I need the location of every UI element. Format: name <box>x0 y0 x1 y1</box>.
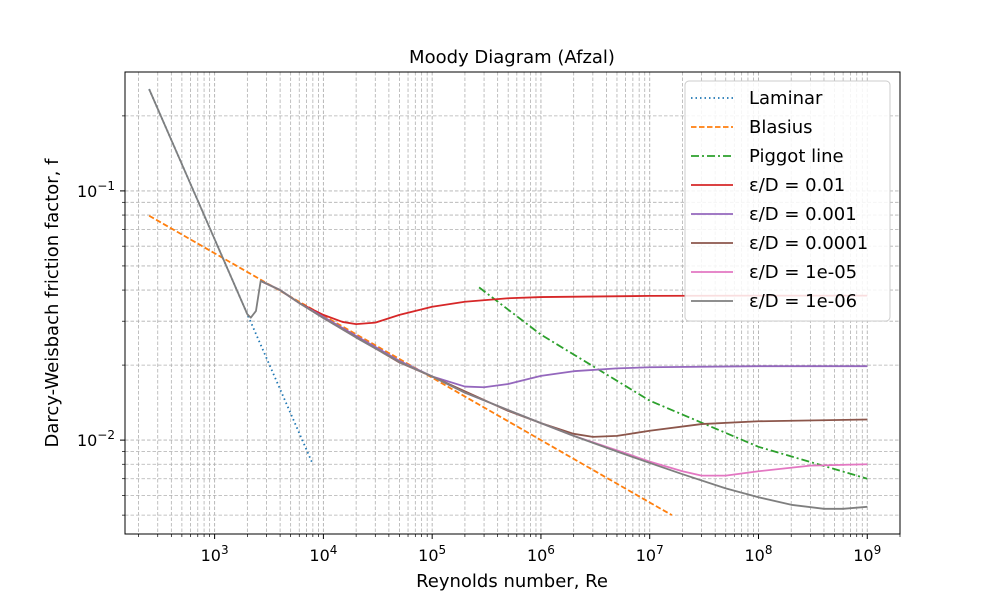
x-tick-label: 104 <box>309 543 337 565</box>
series-line-7 <box>148 88 868 510</box>
legend: Laminar Blasius Piggot line ε/D = 0.01 ε/D =… <box>684 80 891 322</box>
legend-box <box>684 80 891 322</box>
legend-label-0: Laminar <box>749 88 823 109</box>
x-tick-label: 109 <box>853 543 881 565</box>
legend-label-4: ε/D = 0.001 <box>749 204 857 225</box>
x-tick-label: 106 <box>527 543 555 565</box>
y-tick-label: 10−1 <box>77 179 115 201</box>
x-tick-label: 105 <box>418 543 446 565</box>
plot-frame <box>124 71 901 535</box>
y-tick-label: 10−2 <box>77 428 115 450</box>
legend-label-3: ε/D = 0.01 <box>749 175 845 196</box>
legend-label-5: ε/D = 0.0001 <box>749 233 868 254</box>
legend-label-7: ε/D = 1e-06 <box>749 291 857 312</box>
x-tick-label: 103 <box>201 543 229 565</box>
legend-label-2: Piggot line <box>749 146 844 167</box>
x-tick-label: 107 <box>636 543 664 565</box>
chart-title: Moody Diagram (Afzal) <box>409 47 615 68</box>
x-axis-title: Reynolds number, Re <box>416 571 608 592</box>
series-line-1 <box>148 214 673 516</box>
legend-label-1: Blasius <box>749 117 813 138</box>
x-tick-label: 108 <box>744 543 772 565</box>
series-line-2 <box>478 286 868 480</box>
legend-label-6: ε/D = 1e-05 <box>749 262 857 283</box>
series-layer <box>148 88 868 516</box>
y-axis-title: Darcy-Weisbach friction factor, f <box>42 158 63 448</box>
tick-layer: 103 104 105 106 107 108 109 10−2 10−1 <box>77 115 901 565</box>
